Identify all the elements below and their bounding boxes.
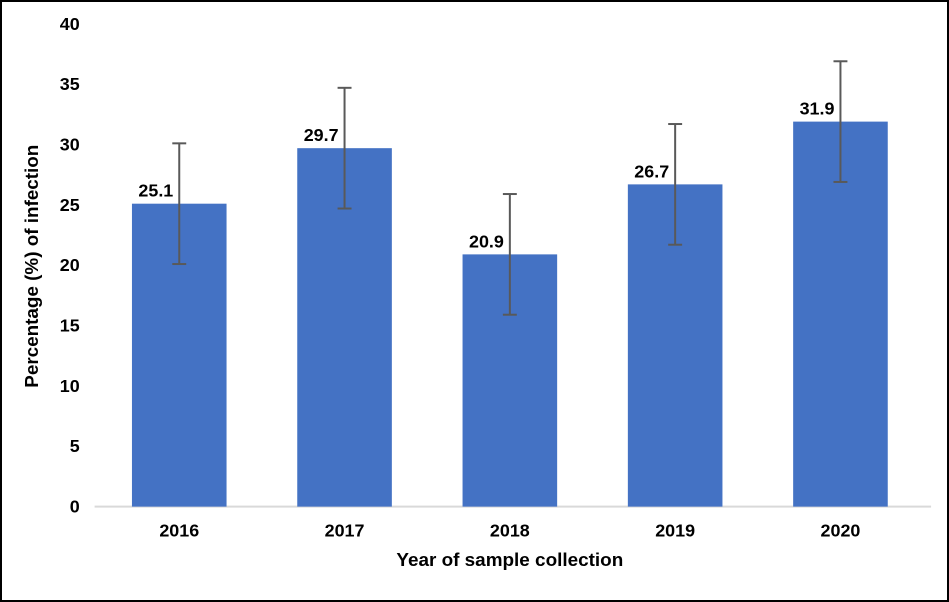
data-label-2016: 25.1 (138, 181, 173, 201)
y-tick-label-30: 30 (60, 135, 80, 155)
data-label-2019: 26.7 (634, 161, 669, 181)
x-tick-label-2017: 2017 (325, 520, 365, 540)
data-label-2018: 20.9 (469, 231, 504, 251)
x-tick-label-2018: 2018 (490, 520, 530, 540)
error-bar-2020 (833, 60, 848, 183)
error-bar-2017 (337, 86, 352, 210)
y-tick-label-5: 5 (70, 436, 80, 456)
y-tick-label-0: 0 (70, 497, 80, 517)
y-tick-label-40: 40 (60, 14, 80, 34)
data-label-2017: 29.7 (304, 125, 339, 145)
y-tick-label-15: 15 (60, 316, 80, 336)
y-tick-label-25: 25 (60, 195, 80, 215)
error-bar-2019 (668, 123, 683, 246)
error-bar-2016 (172, 142, 187, 266)
x-tick-label-2016: 2016 (159, 520, 199, 540)
y-axis-title: Percentage (%) of infection (22, 145, 43, 388)
y-tick-label-35: 35 (60, 74, 80, 94)
x-axis-title: Year of sample collection (396, 550, 623, 571)
data-label-2020: 31.9 (800, 99, 835, 119)
bar-2020 (793, 121, 888, 507)
x-tick-label-2020: 2020 (821, 520, 861, 540)
y-tick-label-20: 20 (60, 255, 80, 275)
y-tick-label-10: 10 (60, 376, 80, 396)
error-bar-2018 (502, 193, 517, 316)
x-tick-label-2019: 2019 (655, 520, 695, 540)
